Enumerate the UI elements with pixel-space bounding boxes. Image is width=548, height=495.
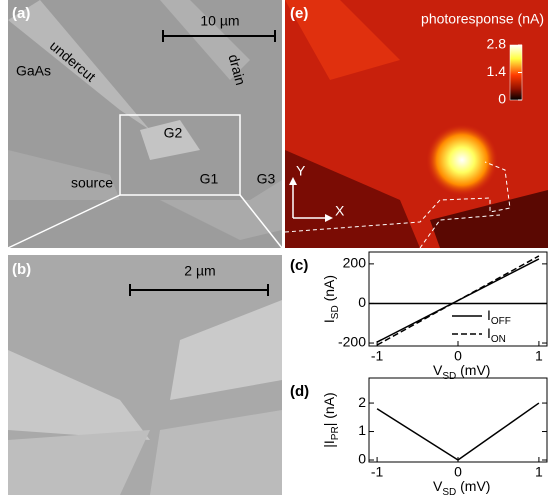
- scale-label: 2 µm: [184, 263, 215, 279]
- panel-label: (e): [290, 5, 308, 22]
- data-line: [377, 256, 539, 345]
- legend-label: ION: [487, 325, 506, 345]
- heatmap-hotspot: [426, 124, 498, 196]
- x-tick-label: -1: [371, 464, 384, 480]
- colorbar-title: photoresponse (nA): [421, 11, 544, 27]
- sem-label: G3: [257, 171, 276, 187]
- sem-label: GaAs: [16, 63, 51, 79]
- panel-a: (a) 10 µm GaAs undercut drain G2 source …: [8, 0, 282, 248]
- sem-label: source: [71, 175, 113, 191]
- y-tick-label: 0: [358, 451, 366, 467]
- y-tick-label: 0: [358, 294, 366, 310]
- panel-e: (e) Y X photoresponse (nA): [285, 0, 548, 248]
- axis-label: Y: [296, 163, 306, 179]
- colorbar-tick-label: 2.8: [487, 36, 507, 52]
- colorbar-tick-label: 1.4: [487, 63, 507, 79]
- x-axis-label: VSD (mV): [433, 362, 490, 382]
- data-line: [377, 403, 539, 460]
- sem-label: G2: [164, 125, 183, 141]
- x-axis-label: VSD (mV): [433, 478, 490, 495]
- panel-label: (b): [12, 261, 31, 278]
- panel-label: (c): [290, 257, 308, 274]
- y-axis-label: |IPR| (nA): [321, 392, 341, 447]
- x-tick-label: -1: [371, 348, 384, 364]
- y-tick-label: 2: [358, 394, 366, 410]
- panel-label: (a): [12, 5, 30, 22]
- axis-label: X: [335, 203, 345, 219]
- colorbar-tick-label: 0: [498, 91, 506, 107]
- panel-b: (b) 2 µm: [8, 255, 282, 495]
- y-tick-label: -200: [338, 334, 366, 350]
- panel-label: (d): [290, 383, 309, 400]
- y-tick-label: 1: [358, 422, 366, 438]
- x-tick-label: 1: [535, 464, 543, 480]
- sem-label: G1: [200, 171, 219, 187]
- y-axis-label: ISD (nA): [321, 275, 341, 323]
- figure: (a) 10 µm GaAs undercut drain G2 source …: [0, 0, 548, 495]
- scale-label: 10 µm: [200, 13, 239, 29]
- x-tick-label: 1: [535, 348, 543, 364]
- y-tick-label: 200: [343, 255, 367, 271]
